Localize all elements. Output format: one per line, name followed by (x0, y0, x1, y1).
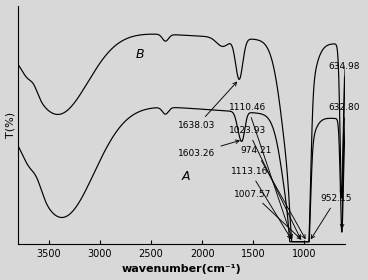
Text: 1603.26: 1603.26 (178, 140, 239, 158)
Text: 1023.93: 1023.93 (229, 126, 300, 238)
Text: 1638.03: 1638.03 (178, 82, 237, 130)
Text: 974.21: 974.21 (240, 146, 305, 239)
Text: 1007.57: 1007.57 (234, 190, 301, 239)
X-axis label: wavenumber(cm⁻¹): wavenumber(cm⁻¹) (122, 264, 242, 274)
Text: A: A (182, 171, 190, 183)
Y-axis label: T(%): T(%) (6, 112, 15, 138)
Text: 634.98: 634.98 (329, 62, 360, 194)
Text: 1110.46: 1110.46 (229, 103, 293, 238)
Text: 952.15: 952.15 (311, 194, 352, 239)
Text: B: B (136, 48, 144, 61)
Text: 632.80: 632.80 (329, 103, 360, 228)
Text: 1113.16: 1113.16 (231, 167, 291, 239)
